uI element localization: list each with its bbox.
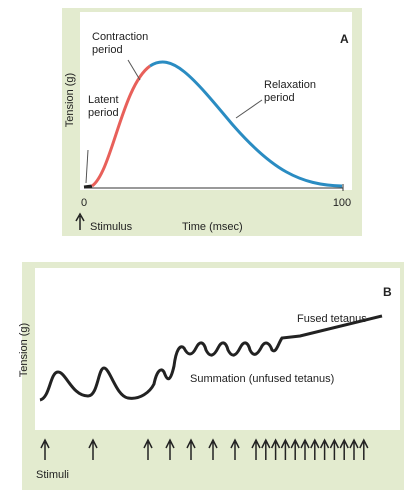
stimulus-arrow xyxy=(261,438,271,460)
stimulus-arrow xyxy=(40,438,50,460)
pointer xyxy=(127,59,141,81)
stimulus-arrow xyxy=(319,438,330,460)
stimulus-arrow xyxy=(251,438,261,460)
tension-curve xyxy=(39,314,383,402)
stimulus-arrow xyxy=(359,438,369,460)
latent-curve xyxy=(83,184,93,189)
pointer xyxy=(235,99,263,119)
annotation: Fused tetanus xyxy=(297,313,367,325)
annotation: Contraction period xyxy=(92,31,148,56)
relaxation-curve xyxy=(149,60,343,188)
annotation: Relaxation period xyxy=(264,79,316,104)
x-tick-label: 100 xyxy=(333,197,351,209)
stimulus-arrow xyxy=(143,438,153,460)
x-label: Time (msec) xyxy=(182,221,243,233)
pointer xyxy=(85,149,89,184)
stimulus-arrow xyxy=(349,438,359,460)
stimulus-arrow xyxy=(75,212,85,230)
stimulus-arrow xyxy=(339,438,349,460)
panel-label: B xyxy=(383,285,392,299)
x-tick-label: 0 xyxy=(81,197,87,209)
stimulus-label: Stimulus xyxy=(90,221,133,233)
annotation: Latent period xyxy=(88,94,119,119)
stimulus-arrow xyxy=(270,438,281,460)
stimulus-arrow xyxy=(230,438,240,460)
stimulus-arrow xyxy=(280,438,291,460)
stimulus-arrow xyxy=(329,438,340,460)
stimulus-arrow xyxy=(165,438,175,460)
contraction-curve xyxy=(90,64,151,188)
stimuli-label: Stimuli xyxy=(36,469,69,481)
stimulus-arrow xyxy=(310,438,320,460)
stimulus-arrow xyxy=(300,438,310,460)
stimulus-arrow xyxy=(186,438,196,460)
stimulus-arrow xyxy=(208,438,218,460)
y-label: Tension (g) xyxy=(64,73,76,127)
stimulus-arrow xyxy=(290,438,300,460)
panel-label: A xyxy=(340,32,349,46)
panel-a-plot xyxy=(80,12,352,190)
annotation: Summation (unfused tetanus) xyxy=(190,373,334,385)
stimulus-arrow xyxy=(88,438,98,460)
y-label: Tension (g) xyxy=(18,323,30,377)
stimuli-arrows xyxy=(40,438,369,460)
